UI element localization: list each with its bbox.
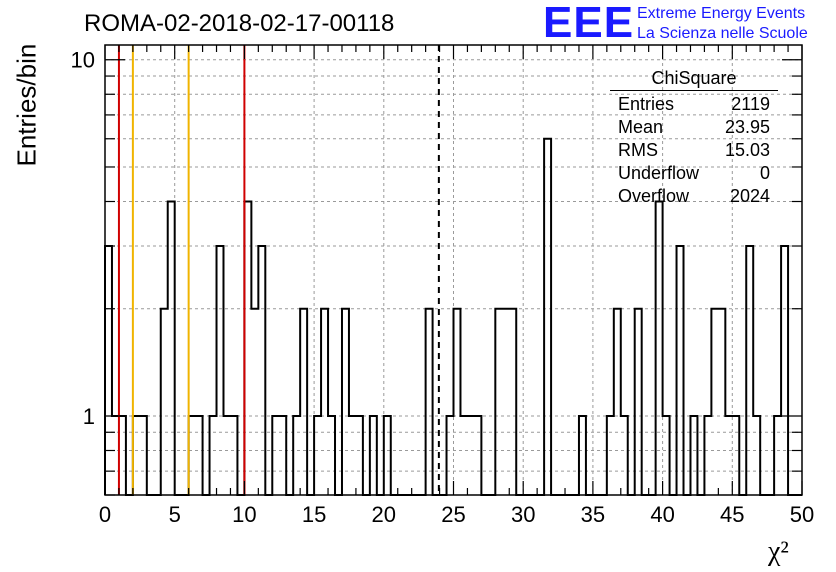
x-tick-label: 20 (372, 502, 396, 527)
histogram-bin (621, 416, 628, 495)
x-tick-label: 10 (232, 502, 256, 527)
stats-label: Entries (618, 94, 675, 114)
histogram-bin (447, 416, 454, 495)
histogram-bin (774, 416, 781, 495)
histogram-bin (258, 246, 265, 495)
histogram-bin (663, 416, 670, 495)
histogram-bin (781, 246, 788, 495)
histogram-bin (321, 309, 328, 495)
stats-label: Underflow (618, 163, 700, 183)
histogram-bin (300, 309, 307, 495)
stats-label: Mean (618, 117, 664, 137)
x-tick-label: 30 (511, 502, 535, 527)
stats-row-mean: Mean 23.95 (610, 116, 778, 139)
stats-value: 2119 (731, 94, 770, 114)
histogram-bin (690, 416, 697, 495)
histogram-bin (460, 416, 467, 495)
eee-logo-mark: EEE (543, 0, 635, 47)
x-tick-label: 50 (790, 502, 814, 527)
histogram-bin (210, 416, 217, 495)
histogram-bin (614, 309, 621, 495)
histogram-bin (279, 416, 286, 495)
histogram-bin (140, 416, 147, 495)
x-tick-label: 40 (650, 502, 674, 527)
stats-value: 15.03 (724, 140, 770, 160)
histogram-bin (342, 309, 349, 495)
x-tick-label: 45 (720, 502, 744, 527)
histogram-bin (384, 416, 391, 495)
chart-title: ROMA-02-2018-02-17-00118 (84, 10, 395, 37)
histogram-bin (251, 309, 258, 495)
histogram-bin (509, 309, 516, 495)
stats-value: 2024 (729, 186, 770, 206)
x-tick-label: 15 (302, 502, 326, 527)
histogram-bin (314, 416, 321, 495)
stats-title: ChiSquare (610, 68, 778, 91)
histogram-bin (579, 416, 586, 495)
histogram-bin (161, 309, 168, 495)
y-tick-label: 1 (83, 404, 95, 429)
x-tick-label: 25 (441, 502, 465, 527)
x-tick-label: 0 (99, 502, 111, 527)
histogram-bin (119, 416, 126, 495)
histogram-bin (753, 416, 760, 495)
stats-box: ChiSquare Entries 2119 Mean 23.95 RMS 15… (610, 68, 778, 208)
histogram-bin (112, 416, 119, 495)
histogram-bin (718, 309, 725, 495)
logo-line-2: La Scienza nelle Scuole (637, 25, 808, 42)
stats-row-underflow: Underflow 0 (610, 162, 778, 185)
histogram-bin (356, 416, 363, 495)
stats-row-entries: Entries 2119 (610, 93, 778, 116)
histogram-bin (293, 416, 300, 495)
y-tick-label: 10 (71, 48, 95, 73)
histogram-bin (635, 309, 642, 495)
histogram-bin (677, 246, 684, 495)
histogram-bin (105, 246, 112, 495)
histogram-bin (272, 416, 279, 495)
histogram-bin (746, 246, 753, 495)
x-tick-label: 35 (581, 502, 605, 527)
logo-line-1: Extreme Energy Events (637, 5, 806, 22)
histogram-bin (189, 416, 196, 495)
stats-value: 23.95 (724, 117, 770, 137)
histogram-bin (711, 309, 718, 495)
histogram-bin (328, 416, 335, 495)
histogram-bin (495, 309, 502, 495)
histogram-bin (230, 416, 237, 495)
histogram-bin (544, 139, 551, 495)
histogram-bin (607, 416, 614, 495)
histogram-bin (217, 246, 224, 495)
histogram-bin (133, 416, 140, 495)
stats-label: Overflow (618, 186, 690, 206)
stats-row-rms: RMS 15.03 (610, 139, 778, 162)
histogram-bin (732, 416, 739, 495)
x-axis-label: χ² (768, 536, 789, 567)
histogram-bin (370, 416, 377, 495)
histogram-bin (426, 309, 433, 495)
histogram-bin (725, 416, 732, 495)
histogram-bin (223, 416, 230, 495)
x-tick-label: 5 (169, 502, 181, 527)
stats-row-overflow: Overflow 2024 (610, 185, 778, 208)
histogram-bin (454, 309, 461, 495)
stats-label: RMS (618, 140, 658, 160)
histogram-bin (502, 309, 509, 495)
histogram-bin (349, 416, 356, 495)
histogram-bin (196, 416, 203, 495)
histogram-bin (467, 416, 474, 495)
histogram-bin (704, 416, 711, 495)
histogram-bin (474, 416, 481, 495)
stats-value: 0 (759, 163, 770, 183)
